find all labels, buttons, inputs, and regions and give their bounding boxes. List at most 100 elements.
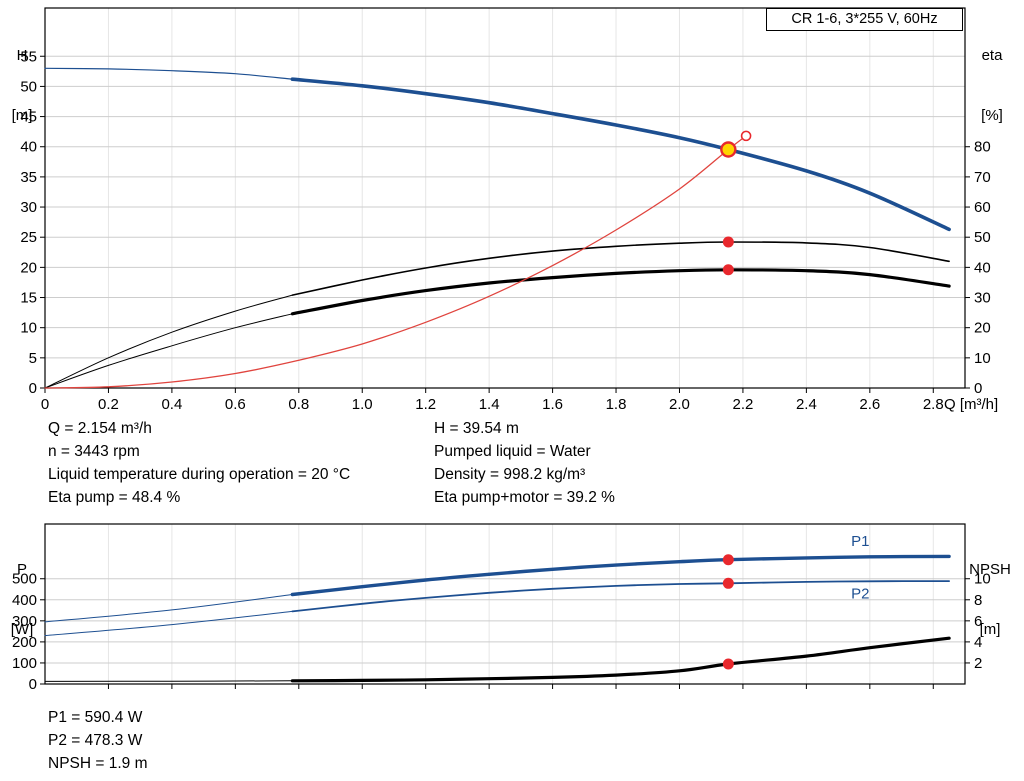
left-tick-label: 300 — [12, 613, 37, 630]
left-tick-label: 55 — [20, 48, 37, 65]
p1-curve — [290, 554, 951, 597]
eta-axis-label-unit: [%] — [981, 107, 1003, 124]
info-density: Density = 998.2 kg/m³ — [434, 466, 586, 483]
x-tick-label: 1.4 — [479, 396, 500, 413]
x-tick-label: 0.8 — [288, 396, 309, 413]
right-tick-label: 10 — [974, 350, 991, 367]
p1-point — [722, 554, 734, 566]
right-tick-label: 80 — [974, 139, 991, 156]
left-tick-label: 0 — [29, 676, 37, 693]
x-tick-label: 2.0 — [669, 396, 690, 413]
duty-point-marker — [720, 141, 737, 158]
x-tick-label: 2.8 — [923, 396, 944, 413]
left-tick-label: 5 — [29, 350, 37, 367]
left-tick-label: 25 — [20, 229, 37, 246]
pump-model-title: CR 1-6, 3*255 V, 60Hz — [766, 8, 963, 31]
p2-label: P2 — [851, 586, 869, 603]
power-info-block: P1 = 590.4 W P2 = 478.3 W NPSH = 1.9 m — [48, 706, 148, 775]
info-p1: P1 = 590.4 W — [48, 709, 143, 726]
p1-label: P1 — [851, 533, 869, 550]
x-tick-label: 0 — [41, 396, 49, 413]
npsh-axis-label: NPSH [m] — [958, 520, 1022, 680]
eta-pump-point — [722, 236, 734, 248]
eta-axis-label-symbol: eta — [981, 47, 1003, 64]
right-tick-label: 20 — [974, 320, 991, 337]
h-axis-label-symbol: H — [16, 47, 28, 64]
info-eta-pump-motor: Eta pump+motor = 39.2 % — [434, 489, 615, 506]
x-tick-label: 1.0 — [352, 396, 373, 413]
h-curve — [290, 77, 951, 232]
right-tick-label: 50 — [974, 229, 991, 246]
p1-curve-lead — [44, 594, 293, 623]
npsh-curve — [290, 636, 951, 683]
npsh-point — [722, 658, 734, 670]
x-tick-label: 2.4 — [796, 396, 817, 413]
info-q: Q = 2.154 m³/h — [48, 420, 152, 437]
eta-axis-label: eta [%] — [966, 6, 1018, 166]
system-curve — [44, 135, 747, 389]
power-chart: 0 100 200 300 400 500 2 4 6 8 10 P1 P2 — [12, 523, 991, 693]
p2-curve-lead — [44, 610, 293, 637]
p-axis-label: P [W] — [2, 520, 42, 680]
right-tick-label: 40 — [974, 259, 991, 276]
p-axis-label-symbol: P — [16, 561, 27, 578]
left-tick-label: 400 — [12, 592, 37, 609]
right-tick-label: 4 — [974, 634, 982, 651]
x-tick-label: 0.6 — [225, 396, 246, 413]
right-tick-label: 2 — [974, 655, 982, 672]
info-eta-pump: Eta pump = 48.4 % — [48, 489, 181, 506]
right-tick-label: 8 — [974, 592, 982, 609]
info-speed: n = 3443 rpm — [48, 443, 140, 460]
right-tick-label: 6 — [974, 613, 982, 630]
left-tick-label: 500 — [12, 571, 37, 588]
eta-pump-motor-point — [722, 264, 734, 276]
left-tick-label: 0 — [29, 380, 37, 397]
right-tick-label: 30 — [974, 290, 991, 307]
h-curve-lead — [44, 67, 293, 80]
x-tick-label: 0.4 — [161, 396, 182, 413]
eta-pump-lead — [44, 294, 293, 389]
info-pumped-liquid: Pumped liquid = Water — [434, 443, 591, 460]
left-tick-label: 40 — [20, 139, 37, 156]
x-tick-label: 2.2 — [733, 396, 754, 413]
right-tick-label: 0 — [974, 380, 982, 397]
duty-info-column-1: Q = 2.154 m³/h n = 3443 rpm Liquid tempe… — [48, 417, 350, 509]
p2-curve — [291, 580, 950, 613]
right-tick-label: 70 — [974, 169, 991, 186]
left-tick-label: 10 — [20, 320, 37, 337]
system-curve-end-marker — [740, 130, 752, 142]
eta-pump-motor — [290, 268, 951, 316]
x-tick-label: 0.2 — [98, 396, 119, 413]
info-liquid-temperature: Liquid temperature during operation = 20… — [48, 466, 351, 483]
left-tick-label: 45 — [20, 109, 37, 126]
left-tick-label: 20 — [20, 259, 37, 276]
h-axis-label-unit: [m] — [11, 107, 33, 124]
p2-point — [722, 577, 734, 589]
x-tick-label: 1.6 — [542, 396, 563, 413]
info-p2: P2 = 478.3 W — [48, 732, 143, 749]
info-npsh: NPSH = 1.9 m — [48, 755, 148, 772]
left-tick-label: 30 — [20, 199, 37, 216]
x-tick-label: 1.8 — [606, 396, 627, 413]
q-axis-label: Q [m³/h] — [944, 396, 999, 413]
npsh-axis-label-symbol: NPSH — [969, 561, 1011, 578]
info-h: H = 39.54 m — [434, 420, 519, 437]
x-tick-label: 1.2 — [415, 396, 436, 413]
plot-frame — [44, 7, 966, 389]
plot-frame — [44, 523, 966, 685]
npsh-curve-lead — [44, 680, 293, 682]
eta-pump-motor-lead — [44, 313, 293, 389]
left-tick-label: 35 — [20, 169, 37, 186]
h-axis-label: H [m] — [2, 6, 42, 166]
left-tick-label: 100 — [12, 655, 37, 672]
left-tick-label: 50 — [20, 78, 37, 95]
p-axis-label-unit: [W] — [10, 621, 34, 638]
eta-pump — [291, 241, 950, 296]
x-tick-label: 2.6 — [859, 396, 880, 413]
right-tick-label: 10 — [974, 571, 991, 588]
left-tick-label: 15 — [20, 290, 37, 307]
npsh-axis-label-unit: [m] — [979, 621, 1001, 638]
qh-chart: 0 0.2 0.4 0.6 0.8 1.0 1.2 1.4 1.6 1.8 2.0 2.2 2.4 2.6… — [20, 7, 991, 413]
